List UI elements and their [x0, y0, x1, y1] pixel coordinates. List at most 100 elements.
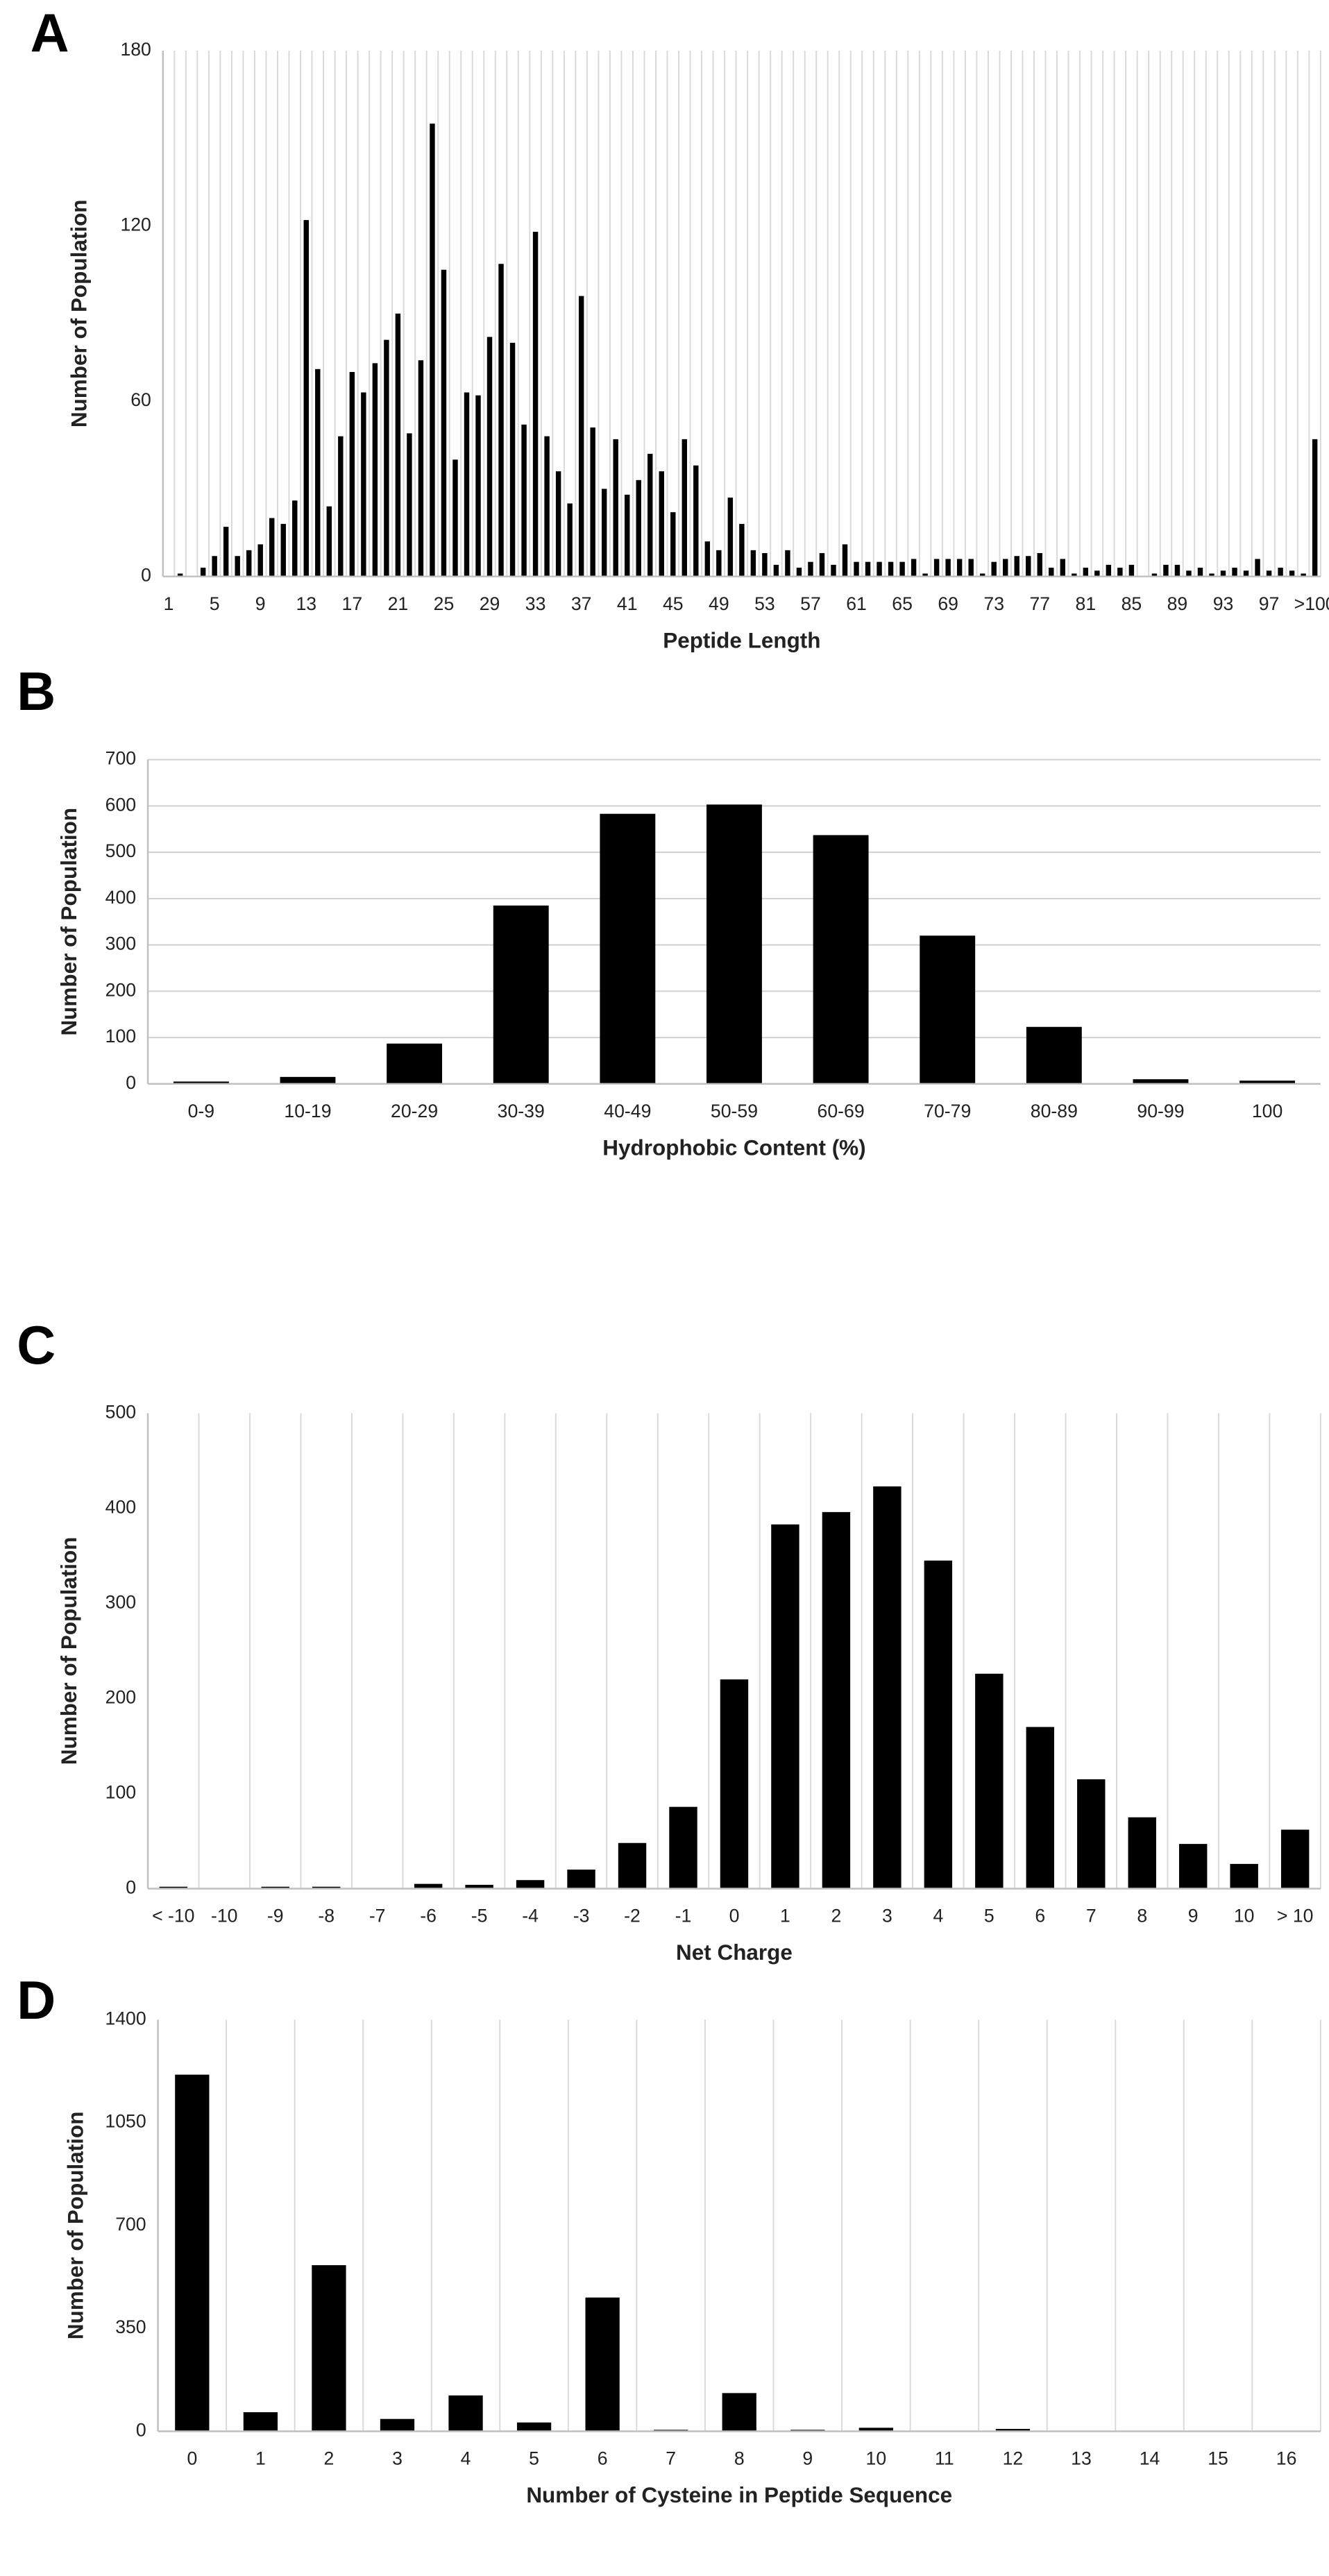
- x-tick-label: 21: [388, 593, 409, 614]
- bar: [361, 392, 366, 577]
- x-axis-label: Net Charge: [676, 1940, 793, 1965]
- y-tick-label: 0: [141, 565, 151, 586]
- bar: [865, 561, 871, 577]
- panel-label: B: [17, 662, 56, 722]
- bar: [448, 2395, 483, 2432]
- bar: [303, 220, 309, 577]
- x-tick-label: -9: [267, 1906, 284, 1926]
- x-tick-label: 0-9: [188, 1101, 214, 1121]
- bar: [647, 453, 653, 577]
- bar: [475, 395, 481, 577]
- bar: [544, 436, 550, 577]
- bar: [854, 561, 859, 577]
- bar: [585, 2297, 620, 2432]
- bar: [338, 436, 344, 577]
- y-tick-label: 700: [115, 2214, 146, 2235]
- y-tick-label: 0: [136, 2420, 146, 2441]
- bar: [920, 935, 976, 1084]
- x-tick-label: 1: [255, 2448, 266, 2469]
- panel-label: C: [17, 1316, 56, 1375]
- bar: [223, 527, 229, 577]
- x-tick-label: 57: [800, 593, 821, 614]
- bar: [292, 500, 298, 577]
- x-tick-label: 5: [529, 2448, 539, 2469]
- bar: [1026, 1026, 1082, 1084]
- x-tick-label: 70-79: [924, 1101, 971, 1121]
- bar: [911, 559, 917, 577]
- bar: [831, 564, 836, 577]
- x-tick-label: 25: [434, 593, 455, 614]
- bar: [968, 559, 974, 577]
- bar: [1083, 568, 1089, 577]
- bar: [1026, 1727, 1055, 1889]
- bar: [1174, 564, 1180, 577]
- x-tick-label: 77: [1029, 593, 1050, 614]
- x-tick-label: 17: [342, 593, 363, 614]
- bar: [578, 296, 584, 577]
- bar: [600, 813, 656, 1084]
- y-tick-label: 300: [105, 1591, 136, 1612]
- x-axis-label: Hydrophobic Content (%): [602, 1136, 865, 1160]
- bar: [1128, 1817, 1156, 1889]
- x-tick-label: 40-49: [604, 1101, 651, 1121]
- x-tick-label: 89: [1167, 593, 1188, 614]
- bar: [1230, 1863, 1258, 1889]
- bar: [521, 424, 527, 577]
- y-tick-label: 120: [120, 214, 151, 235]
- x-tick-label: 1: [164, 593, 174, 614]
- bar: [486, 337, 493, 577]
- x-tick-label: 0: [187, 2448, 197, 2469]
- x-tick-label: 3: [392, 2448, 403, 2469]
- x-tick-label: -3: [573, 1906, 590, 1926]
- bar: [1289, 570, 1295, 577]
- bar: [933, 559, 940, 577]
- y-tick-label: 0: [126, 1877, 136, 1898]
- x-tick-label: -8: [318, 1906, 335, 1926]
- bar: [899, 561, 905, 577]
- x-axis-label: Peptide Length: [663, 628, 820, 652]
- bar: [1220, 570, 1226, 577]
- bar: [670, 512, 676, 577]
- x-tick-label: 33: [525, 593, 546, 614]
- bar: [414, 1883, 443, 1889]
- bar: [704, 541, 711, 577]
- x-tick-label: 7: [666, 2448, 676, 2469]
- x-tick-label: 9: [1188, 1906, 1199, 1926]
- bar: [693, 465, 699, 577]
- x-tick-label: 8: [1137, 1906, 1147, 1926]
- bar: [177, 573, 183, 577]
- bar: [257, 544, 263, 577]
- x-tick-label: 53: [754, 593, 775, 614]
- bar: [924, 1560, 953, 1889]
- bar: [873, 1486, 901, 1889]
- bar: [387, 1043, 443, 1084]
- bar: [601, 489, 607, 577]
- x-tick-label: 7: [1086, 1906, 1097, 1926]
- bar: [796, 568, 802, 577]
- bar: [808, 561, 813, 577]
- bar: [464, 392, 470, 577]
- bar: [312, 2265, 346, 2432]
- bar: [1077, 1779, 1106, 1889]
- bar: [819, 553, 825, 577]
- bar: [613, 439, 618, 577]
- bar: [1072, 573, 1077, 577]
- x-tick-label: 9: [255, 593, 266, 614]
- y-tick-label: 350: [115, 2316, 146, 2337]
- bar: [1151, 573, 1158, 577]
- bar: [1312, 439, 1318, 577]
- bar: [813, 835, 869, 1084]
- x-tick-label: >100: [1294, 593, 1329, 614]
- x-tick-label: -1: [675, 1906, 692, 1926]
- x-tick-label: 20-29: [391, 1101, 438, 1121]
- bar: [618, 1842, 647, 1889]
- bar: [200, 568, 206, 577]
- bar: [750, 550, 756, 577]
- bar: [1186, 570, 1192, 577]
- bar: [175, 2074, 210, 2432]
- bar: [173, 1081, 229, 1084]
- y-axis-label: Number of Population: [67, 199, 92, 427]
- x-tick-label: 2: [831, 1906, 842, 1926]
- bar: [727, 498, 734, 577]
- x-tick-label: 10-19: [284, 1101, 331, 1121]
